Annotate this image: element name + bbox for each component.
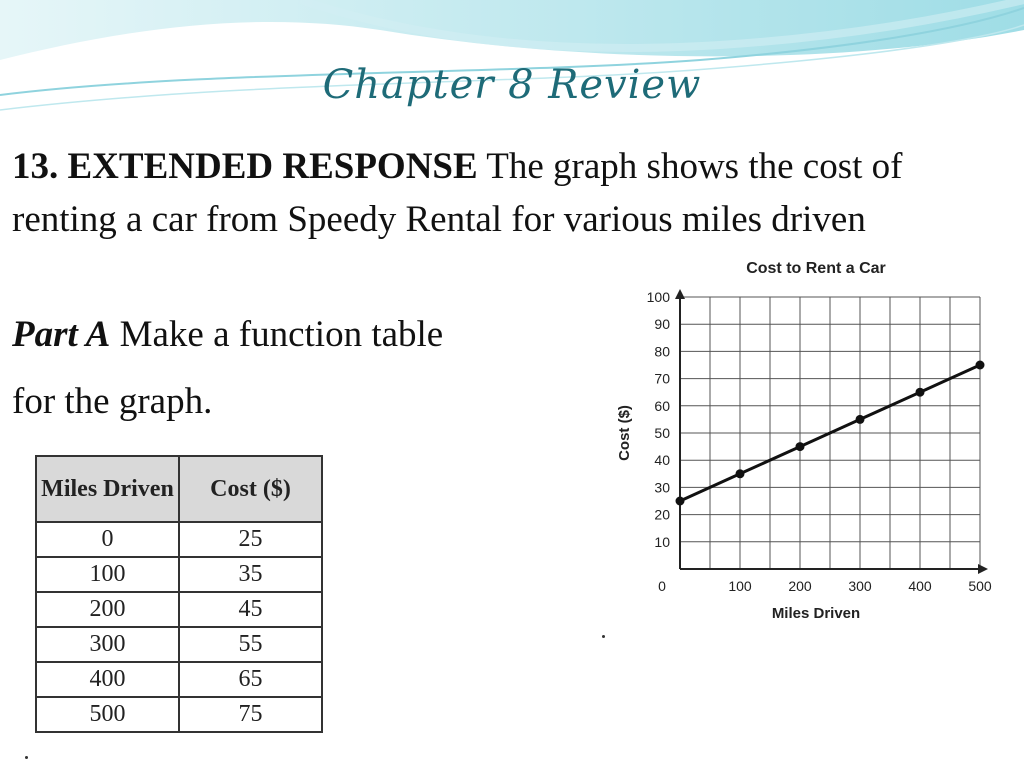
y-tick-label: 50 xyxy=(654,425,670,441)
y-tick-label: 10 xyxy=(654,534,670,550)
chart-title: Cost to Rent a Car xyxy=(746,260,886,277)
table-row: 100 35 xyxy=(35,556,323,593)
table-cell-cost: 45 xyxy=(178,591,323,628)
x-tick-label: 0 xyxy=(658,578,666,594)
part-a-line1: Make a function table xyxy=(119,314,444,355)
x-tick-label: 400 xyxy=(908,578,932,594)
stray-dot-mark xyxy=(25,756,28,759)
table-cell-miles: 200 xyxy=(35,591,180,628)
stray-dot-mark xyxy=(602,635,605,638)
data-point xyxy=(675,496,685,506)
x-tick-label: 200 xyxy=(788,578,812,594)
data-point xyxy=(915,387,925,397)
y-tick-label: 70 xyxy=(654,371,670,387)
table-cell-miles: 500 xyxy=(35,696,180,733)
problem-number: 13. xyxy=(12,146,59,187)
x-tick-label: 300 xyxy=(848,578,872,594)
chart-xlabel: Miles Driven xyxy=(772,605,860,622)
y-tick-label: 20 xyxy=(654,507,670,523)
slide-title: Chapter 8 Review xyxy=(322,62,702,108)
data-point xyxy=(795,442,805,452)
part-a-prompt: Part A Make a function table xyxy=(12,313,443,356)
table-row: 200 45 xyxy=(35,591,323,628)
series-line xyxy=(679,363,981,503)
table-header-miles: Miles Driven xyxy=(35,455,180,523)
y-tick-label: 40 xyxy=(654,452,670,468)
y-tick-label: 100 xyxy=(647,289,671,305)
table-cell-miles: 400 xyxy=(35,661,180,698)
table-cell-cost: 75 xyxy=(178,696,323,733)
y-tick-label: 30 xyxy=(654,479,670,495)
cost-line-chart: Cost to Rent a Car 10 20 30 40 50 60 70 80 90 100… xyxy=(603,250,998,640)
header-swoosh-decoration xyxy=(0,0,1024,111)
table-cell-miles: 0 xyxy=(35,521,180,558)
data-point xyxy=(855,414,865,424)
table-cell-cost: 35 xyxy=(178,556,323,593)
x-tick-label: 100 xyxy=(728,578,752,594)
table-row: 0 25 xyxy=(35,521,323,558)
problem-text: The graph shows the cost of renting a ca… xyxy=(12,146,903,240)
problem-heading: EXTENDED RESPONSE xyxy=(67,146,478,187)
table-row: 400 65 xyxy=(35,661,323,698)
table-row: 500 75 xyxy=(35,696,323,733)
x-tick-label: 500 xyxy=(968,578,992,594)
function-table: Miles Driven Cost ($) 0 25 100 35 200 45 30… xyxy=(35,455,323,733)
y-tick-label: 60 xyxy=(654,398,670,414)
table-row: 300 55 xyxy=(35,626,323,663)
y-tick-label: 80 xyxy=(654,343,670,359)
data-point xyxy=(975,360,985,370)
table-cell-cost: 65 xyxy=(178,661,323,698)
y-tick-label: 90 xyxy=(654,316,670,332)
part-a-line2: for the graph. xyxy=(12,381,213,422)
table-cell-cost: 55 xyxy=(178,626,323,663)
y-axis-arrow-icon xyxy=(675,289,685,299)
table-cell-miles: 300 xyxy=(35,626,180,663)
chart-ylabel: Cost ($) xyxy=(616,405,633,461)
table-cell-miles: 100 xyxy=(35,556,180,593)
table-header-cost: Cost ($) xyxy=(178,455,323,523)
table-cell-cost: 25 xyxy=(178,521,323,558)
problem-statement: 13. EXTENDED RESPONSE The graph shows th… xyxy=(12,140,1012,246)
x-axis-arrow-icon xyxy=(978,564,988,574)
data-point xyxy=(735,469,745,479)
part-a-label: Part A xyxy=(12,314,111,355)
